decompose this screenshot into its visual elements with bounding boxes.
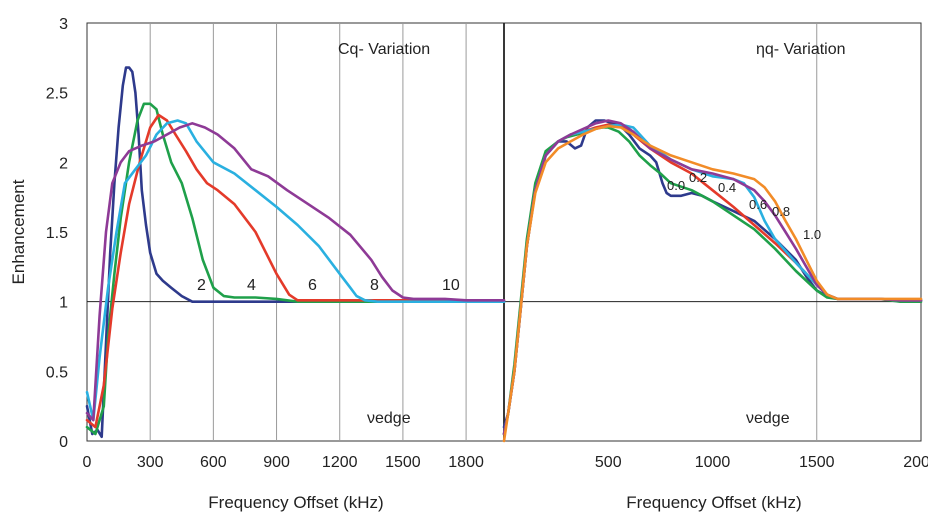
series-line-0.6 (502, 123, 923, 436)
series-line-2 (85, 66, 506, 439)
series-label-0.6: 0.6 (749, 197, 767, 212)
right-edge-label: νedge (746, 410, 790, 427)
series-label-1.0: 1.0 (803, 227, 821, 242)
x-tick-label-2000: 2000 (903, 454, 928, 471)
series-line-0.4 (502, 123, 923, 436)
series-label-2: 2 (197, 277, 206, 294)
y-tick-label-1: 1 (59, 295, 68, 312)
x-tick-label-1200: 1200 (322, 454, 358, 471)
series-line-8 (85, 119, 506, 422)
series-label-8: 8 (370, 277, 379, 294)
left-edge-label: νedge (367, 410, 411, 427)
series-line-10 (85, 122, 506, 422)
x-tick-label-600: 600 (200, 454, 227, 471)
y-tick-label-3: 3 (59, 16, 68, 33)
y-tick-label-1.5: 1.5 (46, 225, 68, 242)
x-tick-label-1800: 1800 (448, 454, 484, 471)
x-tick-label-900: 900 (263, 454, 290, 471)
series-line-6 (85, 113, 506, 429)
series-label-10: 10 (442, 277, 460, 294)
series-label-0.2: 0.2 (689, 170, 707, 185)
x-tick-label-0: 0 (83, 454, 92, 471)
left-x-axis-title: Frequency Offset (kHz) (208, 493, 383, 512)
y-tick-label-0: 0 (59, 434, 68, 451)
x-tick-label-1500: 1500 (799, 454, 835, 471)
series-line-4 (85, 102, 506, 436)
series-line-1.0 (502, 124, 923, 443)
series-line-0.8 (502, 119, 923, 436)
tick-labels: 2 4 6 8 10 0 300 600 900 1200 1500 1800 0 0.5 1 1.5 2 2.5… (46, 16, 928, 471)
x-tick-label-1500: 1500 (385, 454, 421, 471)
x-tick-label-300: 300 (137, 454, 164, 471)
series-line-0.2 (502, 126, 923, 436)
x-tick-label-1000: 1000 (695, 454, 731, 471)
series-label-0.8: 0.8 (772, 204, 790, 219)
series-line-0.0 (502, 119, 923, 429)
y-axis-title: Enhancement (9, 179, 28, 284)
series-label-6: 6 (308, 277, 317, 294)
y-tick-label-2: 2 (59, 155, 68, 172)
right-panel-title: ηq- Variation (756, 41, 846, 58)
y-tick-label-0.5: 0.5 (46, 364, 68, 381)
series-layer (85, 66, 923, 443)
series-label-0.4: 0.4 (718, 180, 736, 195)
right-x-axis-title: Frequency Offset (kHz) (626, 493, 801, 512)
grid-lines (149, 23, 818, 441)
left-panel-title: Cq- Variation (338, 41, 430, 58)
series-label-4: 4 (247, 277, 256, 294)
y-tick-label-2.5: 2.5 (46, 86, 68, 103)
series-label-0.0: 0.0 (667, 178, 685, 193)
x-tick-label-500: 500 (595, 454, 622, 471)
